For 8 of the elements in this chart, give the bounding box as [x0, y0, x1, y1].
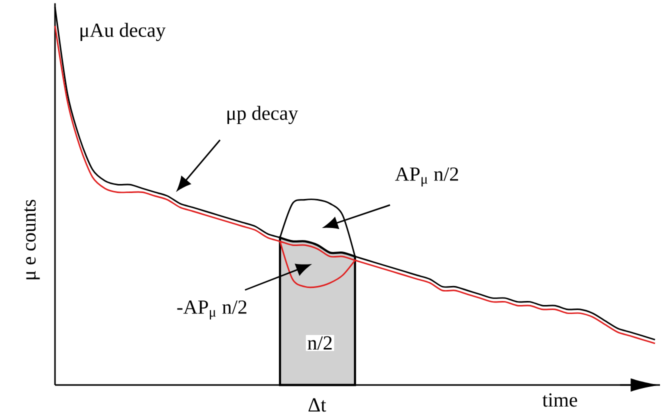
- annotation: μp decay: [227, 106, 298, 124]
- y-axis-title: μ e counts: [24, 200, 40, 280]
- x-axis-title: time: [542, 393, 578, 407]
- annotation: n/2: [308, 336, 332, 350]
- annotation: -AP$_{μ}$ n/2: [177, 300, 246, 320]
- annotation: μAu decay: [80, 22, 166, 42]
- annotation: AP$_{μ}$ n/2: [395, 167, 458, 187]
- text: Δt: [308, 398, 326, 412]
